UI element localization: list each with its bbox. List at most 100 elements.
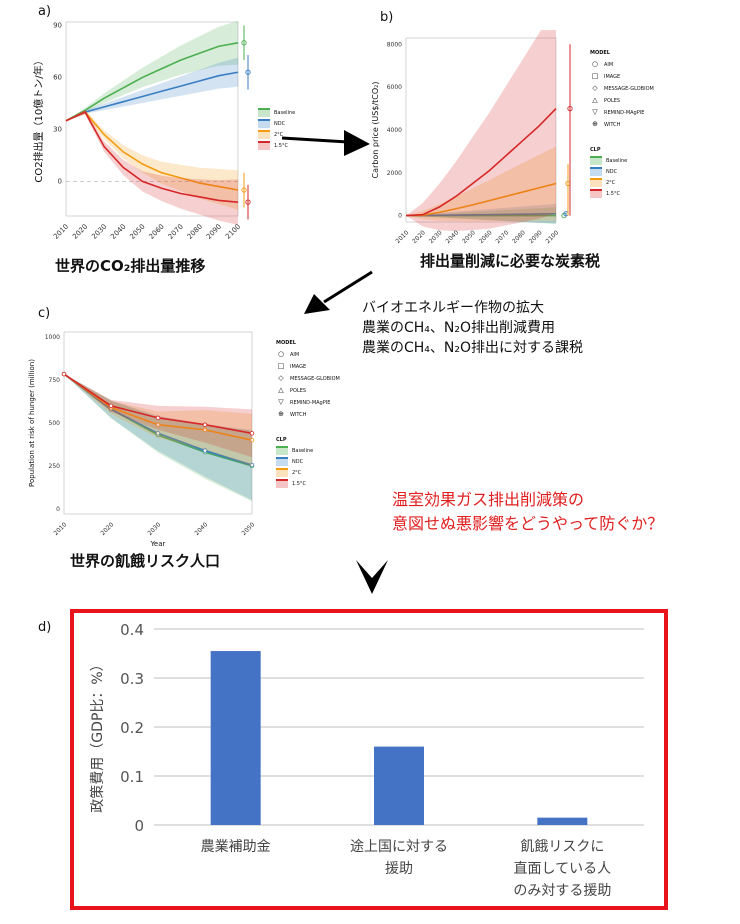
legend-clp-15c: 1.5°C (590, 189, 654, 200)
legend-model-poles: △ POLES (592, 96, 621, 104)
x-axis-label: Year (150, 540, 166, 546)
panel-a-legend: Baseline NDC 2°C 1.5°C (258, 108, 295, 152)
y-tick-label: 0.2 (120, 719, 144, 737)
panel-b-chart: 0 2000 4000 6000 8000 2010 2020 2030 2040 2050 206… (371, 30, 573, 245)
panel-b-letter: b) (380, 10, 394, 25)
plot-frame (405, 37, 557, 223)
x-tick-label: 2040 (444, 229, 460, 245)
x-tick-label: 2060 (148, 223, 166, 241)
arrow-a-to-b (281, 130, 370, 156)
x-tick-label: 2050 (128, 223, 146, 241)
series-line-baseline (65, 41, 239, 122)
series-line-15c (65, 111, 239, 203)
range-marker (245, 199, 251, 205)
annotation-line-3: 農業のCH₄、N₂O排出に対する課税 (362, 340, 584, 356)
category-label: 農業補助金 (201, 839, 271, 855)
category-label: 援助 (385, 861, 413, 877)
series-line-ndc (405, 212, 557, 217)
data-point (61, 371, 67, 377)
band-2c (64, 374, 252, 467)
y-axis-label: CO2排出量（10億トン/年） (32, 55, 45, 182)
legend-model-witch: ⊕ WITCH (592, 120, 621, 128)
y-tick-label: 6000 (387, 84, 402, 91)
legend-item-ndc: NDC (258, 119, 295, 130)
legend-clp-ndc: NDC (276, 457, 340, 468)
x-tick-label: 2070 (494, 229, 510, 245)
y-axis-label: Carbon price (US$/tCO₂) (371, 81, 380, 178)
legend-item-2c: 2°C (258, 130, 295, 141)
annotation-text: バイオエネルギー作物の拡大 農業のCH₄、N₂O排出削減費用 農業のCH₄、N₂… (362, 298, 583, 358)
legend-clp-15c: 1.5°C (276, 479, 340, 490)
y-tick-label: 2000 (387, 170, 402, 177)
y-tick-label: 0.4 (120, 621, 144, 639)
x-tick-label: 2020 (71, 223, 89, 241)
x-tick-label: 2060 (478, 229, 494, 245)
data-point (202, 448, 208, 453)
y-tick-label: 0.3 (120, 670, 144, 688)
panel-b-caption: 排出量削減に必要な炭素税 (420, 252, 601, 270)
x-tick-label: 2030 (428, 229, 444, 245)
data-point (202, 427, 208, 433)
legend-model-message: ◇ MESSAGE-GLOBIOM (592, 84, 654, 92)
series-line-15c (405, 108, 557, 217)
x-tick-label: 2070 (167, 223, 185, 241)
x-tick-label: 2010 (52, 223, 70, 241)
legend-model-header: MODEL (590, 50, 610, 56)
legend-model-poles: △ POLES (278, 386, 307, 394)
legend-model-message: ◇ MESSAGE-GLOBIOM (278, 374, 340, 382)
data-point (249, 437, 255, 443)
legend-model-header: MODEL (276, 340, 296, 346)
x-tick-label: 2100 (544, 229, 560, 245)
band-ndc (406, 203, 556, 224)
band-15c (64, 374, 252, 458)
legend-model-image: □ IMAGE (277, 362, 307, 370)
panel-c-caption: 世界の飢餓リスク人口 (70, 552, 221, 570)
y-tick-label: 4000 (387, 127, 402, 134)
legend-clp-2c: 2°C (276, 468, 340, 479)
data-point (249, 462, 255, 468)
legend-model-aim: ○ AIM (591, 60, 614, 68)
data-point (155, 422, 161, 427)
panel-d-highlight-box (70, 609, 668, 910)
legend-model-aim: ○ AIM (277, 350, 300, 358)
legend-clp-ndc: NDC (590, 167, 654, 178)
y-tick-label: 90 (53, 21, 62, 29)
x-tick-label: 2010 (52, 521, 68, 537)
data-point (108, 403, 114, 409)
data-point (155, 415, 161, 421)
y-tick-label: 0 (56, 506, 60, 513)
panel-a-caption: 世界のCO₂排出量推移 (55, 257, 206, 275)
legend-clp-baseline: Baseline (590, 156, 654, 167)
x-tick-label: 2040 (109, 223, 127, 241)
series-line-2c (405, 182, 557, 217)
y-tick-label: 0 (58, 177, 62, 185)
y-axis-label: Population at risk of hunger (million) (28, 359, 36, 487)
x-tick-label: 2020 (99, 521, 115, 537)
legend-model-remind: ▽ REMIND-MAgPIE (592, 108, 645, 116)
arrow-b-to-c (304, 270, 373, 314)
data-point (155, 431, 161, 436)
y-tick-label: 30 (53, 125, 62, 133)
band-2c (66, 109, 238, 210)
y-tick-label: 8000 (387, 41, 402, 48)
x-tick-label: 2100 (224, 223, 242, 241)
x-tick-label: 2050 (461, 229, 477, 245)
panel-c-legend: MODEL ○ AIM □ IMAGE ◇ MESSAGE-GLOBIOM △ POLE… (276, 338, 340, 490)
range-marker (241, 40, 247, 46)
legend-item-baseline: Baseline (258, 108, 295, 119)
question-text: 温室効果ガス排出削減策の 意図せぬ悪影響をどうやって防ぐか？ (392, 488, 663, 536)
y-tick-label: 0 (398, 213, 402, 220)
data-point (249, 431, 255, 436)
band-2c (406, 146, 556, 222)
y-tick-label: 0.1 (120, 768, 144, 786)
series-line-2c (65, 111, 239, 191)
bar-1 (210, 651, 261, 825)
legend-model-image: □ IMAGE (591, 72, 621, 80)
x-tick-label: 2090 (205, 223, 223, 241)
y-tick-label: 250 (49, 463, 61, 470)
annotation-line-2: 農業のCH₄、N₂O排出削減費用 (362, 320, 556, 336)
arrow-down (356, 560, 388, 594)
legend-clp-header: CLP (276, 437, 287, 443)
